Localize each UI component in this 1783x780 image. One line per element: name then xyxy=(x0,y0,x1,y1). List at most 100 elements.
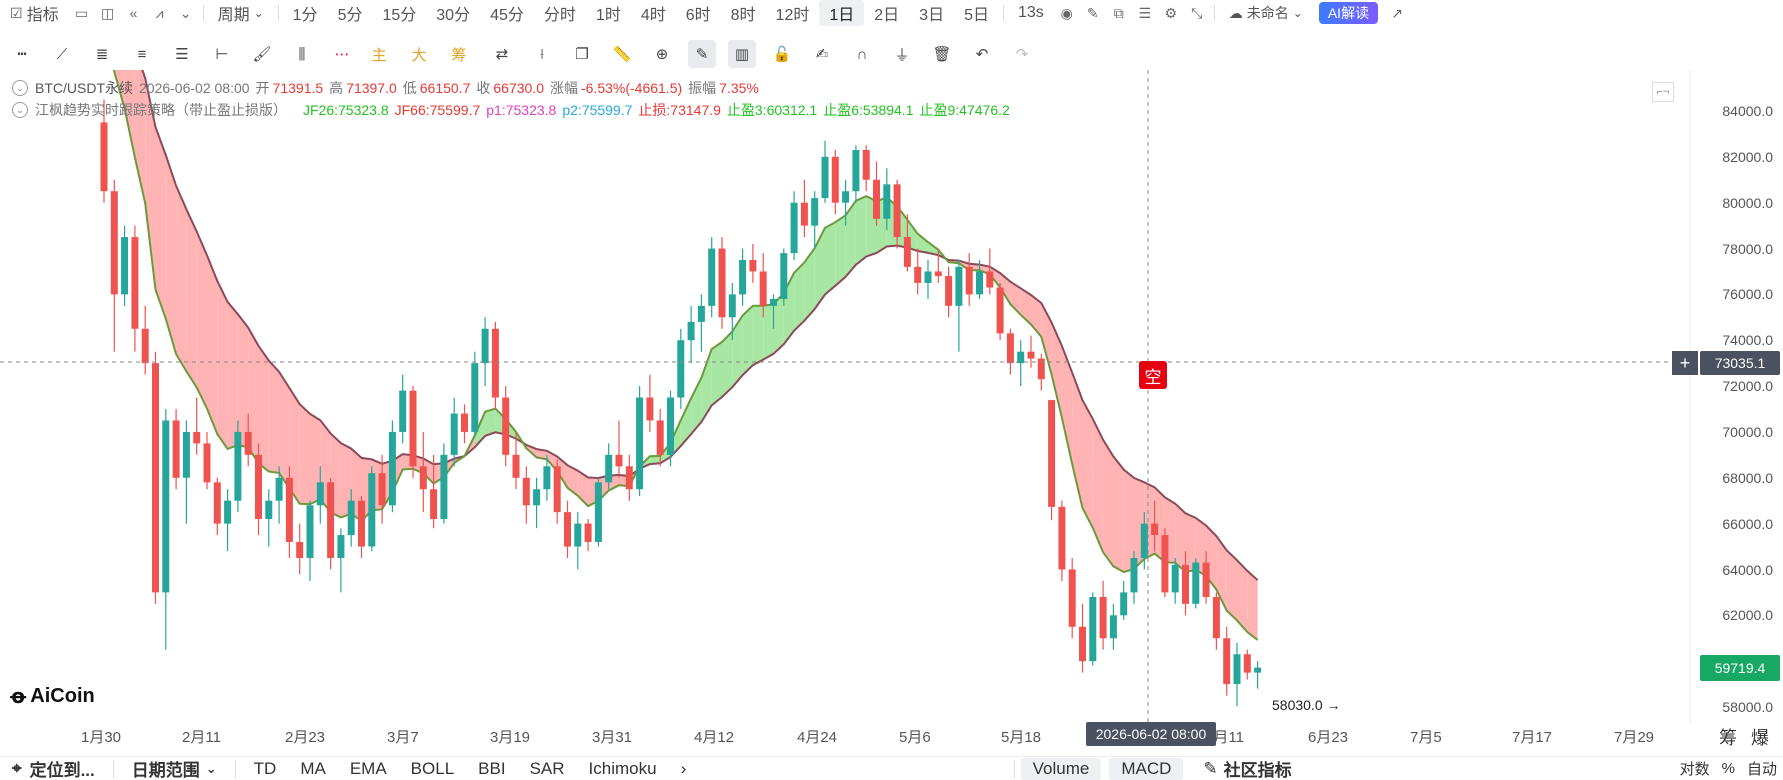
fib-icon[interactable]: ☰ xyxy=(175,46,189,63)
list-icon[interactable]: ☰ xyxy=(1138,4,1152,21)
candle-body xyxy=(358,500,365,547)
locate-button[interactable]: ⌖ 定位到... xyxy=(0,757,107,780)
brush-icon[interactable]: 🖌 xyxy=(252,46,272,63)
rewind-icon[interactable]: « xyxy=(129,5,138,21)
trendline-icon[interactable]: ⟋ xyxy=(56,45,68,63)
horizontal-lines-icon[interactable]: ≡ xyxy=(137,45,147,63)
indicator-sar[interactable]: SAR xyxy=(529,758,565,778)
filter-icon[interactable]: ⏚ xyxy=(894,46,910,64)
interval-6h[interactable]: 6时 xyxy=(685,7,711,24)
copy-icon[interactable]: ❐ xyxy=(575,46,589,63)
trash-icon[interactable]: 🗑 xyxy=(932,46,952,63)
interval-1d[interactable]: 1日 xyxy=(819,0,865,26)
indicator-ma[interactable]: MA xyxy=(300,758,326,778)
trend-band-segment xyxy=(763,304,774,360)
chip-distribution-button[interactable]: 筹 xyxy=(1719,728,1737,748)
trend-band-segment xyxy=(1185,513,1196,572)
interval-4h[interactable]: 4时 xyxy=(640,7,666,24)
pen-icon[interactable]: ✎ xyxy=(1086,4,1099,21)
candle-body xyxy=(1192,562,1200,604)
indicator-ichimoku[interactable]: Ichimoku xyxy=(588,758,657,778)
candles-icon[interactable]: ▥ xyxy=(728,40,756,68)
swap-icon[interactable]: ⇄ xyxy=(495,46,509,63)
new-window-icon[interactable]: ⧉ xyxy=(1113,4,1124,21)
interval-45m[interactable]: 45分 xyxy=(490,7,524,24)
cloud-icon: ☁ xyxy=(1228,4,1243,21)
indicator-button[interactable]: ☑ 指标 xyxy=(0,0,69,26)
layout-icon[interactable]: ◫ xyxy=(100,4,115,21)
chip-tool[interactable]: 筹 xyxy=(451,46,467,64)
log-scale-toggle[interactable]: 对数 xyxy=(1679,761,1710,778)
candle-body xyxy=(512,454,520,478)
auto-scale-toggle[interactable]: 自动 xyxy=(1746,761,1777,778)
parallel-channel-icon[interactable]: ≣ xyxy=(95,46,109,63)
liquidation-button[interactable]: 爆 xyxy=(1751,728,1769,748)
indicator-td[interactable]: TD xyxy=(253,758,277,778)
indicator-bbi[interactable]: BBI xyxy=(478,758,506,778)
more-tools-icon[interactable]: ⋯ xyxy=(334,46,350,63)
main-force-tool[interactable]: 主 xyxy=(371,46,387,64)
calendar-icon[interactable]: ▭ xyxy=(74,4,89,21)
candle-body xyxy=(481,328,489,364)
price-tick-label: 76000.0 xyxy=(1722,286,1773,303)
legend-high-label: 高 xyxy=(329,80,344,96)
candle-body xyxy=(1182,564,1189,604)
indicator-boll[interactable]: BOLL xyxy=(410,758,455,778)
edit-note-icon[interactable]: ✍ xyxy=(815,46,829,63)
interval-5d[interactable]: 5日 xyxy=(964,7,989,24)
candlestick-chart[interactable] xyxy=(0,70,1783,725)
interval-1m[interactable]: 1分 xyxy=(292,7,318,24)
percent-scale-toggle[interactable]: % xyxy=(1721,760,1735,777)
draw-mode-icon[interactable]: ✎ xyxy=(688,40,716,68)
bars-pattern-icon[interactable]: ⫼ xyxy=(298,45,306,63)
trend-icon[interactable]: ↗ xyxy=(1391,4,1403,21)
ruler-icon[interactable]: 📏 xyxy=(612,46,632,63)
magnet-line-icon[interactable]: ⟊ xyxy=(540,45,544,63)
date-range-dropdown[interactable]: 日期范围 ⌄ xyxy=(120,757,229,780)
settings-icon[interactable]: ⚙ xyxy=(1164,4,1178,21)
collapse-pane-icon[interactable]: ⌐¬ xyxy=(1652,82,1674,102)
redo-icon[interactable]: ↷ xyxy=(1015,46,1029,63)
big-order-tool[interactable]: 大 xyxy=(411,46,427,64)
ai-analysis-button[interactable]: AI解读 xyxy=(1318,2,1379,24)
horizontal-ray-icon[interactable]: ⊢ xyxy=(215,46,229,63)
interval-1h[interactable]: 1时 xyxy=(595,7,621,24)
interval-8h[interactable]: 8时 xyxy=(730,7,756,24)
zoom-in-icon[interactable]: ⊕ xyxy=(655,46,669,63)
interval-15m[interactable]: 15分 xyxy=(382,7,417,24)
interval-2d[interactable]: 2日 xyxy=(874,7,900,24)
fullscreen-icon[interactable]: ⤡ xyxy=(1191,4,1203,21)
price-tick-label: 68000.0 xyxy=(1722,469,1773,486)
magnet-icon[interactable]: ∩ xyxy=(856,45,868,63)
interval-30m[interactable]: 30分 xyxy=(436,7,471,24)
add-alert-icon[interactable]: + xyxy=(1672,351,1698,375)
community-indicators-button[interactable]: ✎ 社区指标 xyxy=(1191,757,1303,780)
indicator-ema[interactable]: EMA xyxy=(349,758,387,778)
undo-icon[interactable]: ↶ xyxy=(975,46,989,63)
chevron-right-icon[interactable]: › xyxy=(680,758,687,778)
chevron-down-icon[interactable]: ⌄ xyxy=(179,4,192,21)
candle-body xyxy=(327,482,335,558)
trend-band-segment xyxy=(289,387,300,504)
refresh-interval[interactable]: 13s xyxy=(1017,4,1044,21)
interval-12h[interactable]: 12时 xyxy=(775,7,810,24)
candle-body xyxy=(1006,333,1014,364)
sub-indicator-volume[interactable]: Volume xyxy=(1020,757,1102,780)
interval-5m[interactable]: 5分 xyxy=(337,7,363,24)
sub-indicator-macd[interactable]: MACD xyxy=(1109,757,1184,780)
time-tick-label: 2月23 xyxy=(285,729,326,746)
dotted-line-icon[interactable]: ┅ xyxy=(17,46,27,63)
trend-band-segment xyxy=(1082,400,1093,528)
short-signal-marker[interactable]: 空 xyxy=(1139,361,1167,389)
layout-dropdown[interactable]: ☁ 未命名 ⌄ xyxy=(1219,0,1313,26)
crosshair-price-label: 73035.1 xyxy=(1700,351,1780,375)
interval-timeline[interactable]: 分时 xyxy=(543,7,576,24)
collapse-strategy-icon[interactable]: ⌄ xyxy=(12,102,28,118)
collapse-legend-icon[interactable]: ⌄ xyxy=(12,80,28,96)
price-tick-label: 72000.0 xyxy=(1722,378,1773,395)
period-dropdown[interactable]: 周期 ⌄ xyxy=(208,0,274,26)
camera-icon[interactable]: ◉ xyxy=(1060,4,1073,21)
unlock-icon[interactable]: 🔓 xyxy=(772,46,792,63)
chart-type-icon[interactable]: ⩘ xyxy=(155,4,164,21)
interval-3d[interactable]: 3日 xyxy=(919,7,945,24)
